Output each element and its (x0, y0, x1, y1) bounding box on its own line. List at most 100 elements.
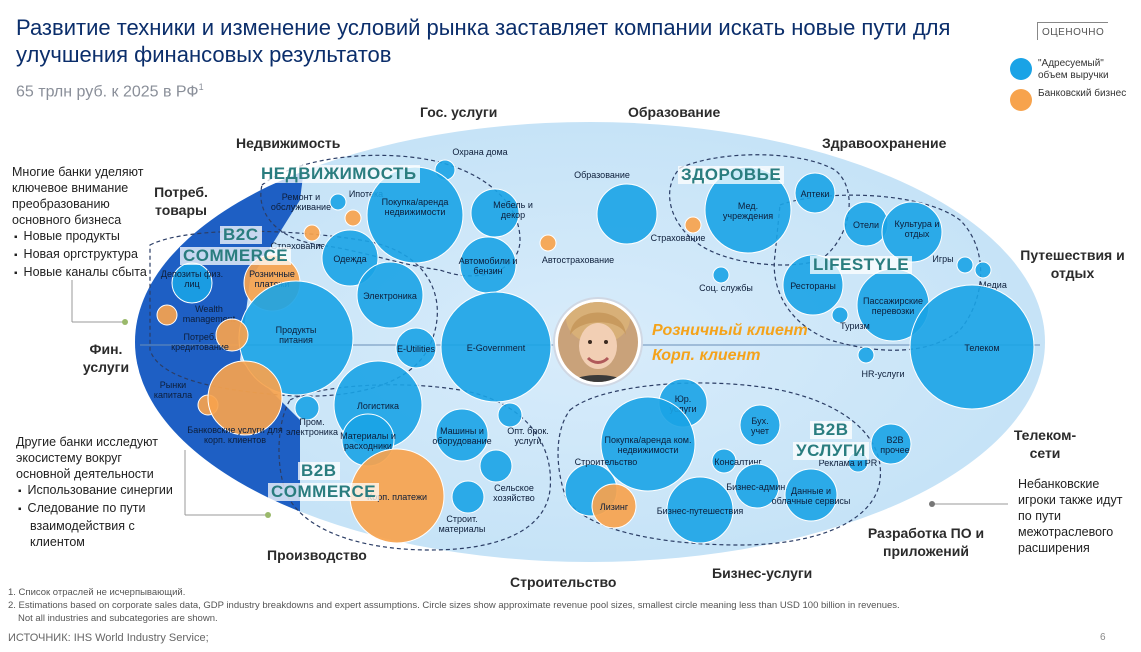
sector-gov: Гос. услуги (420, 104, 498, 120)
bubble-label: Юр. услуги (670, 394, 697, 414)
bubble-label: Автомобили и бензин (459, 256, 518, 276)
bubble-banking (303, 224, 321, 242)
bubble-banking (539, 234, 557, 252)
side-note-top-item: Новые продукты (24, 228, 162, 246)
bubble-addressable (470, 188, 520, 238)
bubble-label: Культура и отдых (895, 219, 940, 239)
sector-finance: Фин. услуги (82, 341, 130, 375)
side-note-top-intro: Многие банки уделяют ключевое внимание п… (12, 165, 144, 227)
bubble-banking (591, 483, 637, 529)
side-note-bottom-intro: Другие банки исследуют экосистему вокруг… (16, 435, 158, 481)
bubble-addressable (974, 261, 992, 279)
bubble-label: Мебель и декор (493, 200, 533, 220)
sector-health: Здравоохранение (822, 135, 947, 151)
cluster-outline-b2c (149, 230, 438, 397)
bubble-label: Электроника (363, 291, 417, 301)
bubble-label: Потреб. кредитование (171, 332, 229, 352)
bubble-label: HR-услуги (862, 369, 905, 379)
bubble-label: Соц. службы (699, 283, 753, 293)
footnote-1: 1. Список отраслей не исчерпывающий. (8, 587, 186, 598)
bubble-label: Сельское хозяйство (493, 483, 535, 503)
sector-software: Разработка ПО и приложений (867, 525, 985, 559)
connector-right-dot (929, 501, 935, 507)
bubble-label: Опт. брок. услуги (507, 426, 549, 446)
page-number: 6 (1100, 632, 1106, 643)
bubble-addressable (497, 402, 523, 428)
cluster-title-lifestyle: LIFESTYLE (810, 256, 913, 274)
bubble-label: Ремонт и обслуживание (271, 192, 331, 212)
bubble-addressable (329, 193, 347, 211)
side-note-top-item: Новые каналы сбыта (24, 264, 162, 282)
bubble-label: Данные и облачные сервисы (772, 486, 851, 506)
bubble-label: Депозиты физ. лиц (161, 269, 223, 289)
side-note-right: Небанковские игроки также идут по пути м… (1018, 477, 1123, 555)
source-line: ИСТОЧНИК: IHS World Industry Service; (8, 632, 209, 644)
bubble-label: Бух. учет (751, 416, 769, 436)
bubble-addressable (734, 463, 780, 509)
bubble-addressable (435, 408, 489, 462)
bubble-addressable (356, 261, 424, 329)
bubble-label: Туризм (840, 321, 870, 331)
bubble-label: Страхование (271, 241, 326, 251)
estimate-badge: ОЦЕНОЧНО (1037, 22, 1109, 40)
bubble-label: Рестораны (790, 281, 836, 291)
bubble-label: Wealth management (183, 304, 236, 324)
bubble-label: Мед. учреждения (723, 201, 773, 221)
bubble-label: Консалтинг (714, 457, 762, 467)
bubble-label: Пром. электроника (286, 417, 338, 437)
bubble-label: Телеком (964, 343, 999, 353)
cluster-outline-realty (260, 154, 521, 277)
cluster-outline-b2b-services (557, 382, 882, 546)
sector-telecom: Телеком-сети (1013, 427, 1077, 461)
bubble-addressable (956, 256, 974, 274)
side-note-top: Многие банки уделяют ключевое внимание п… (12, 164, 162, 282)
cluster-title-b2c-line2: COMMERCE (180, 247, 292, 265)
bubble-addressable (784, 468, 838, 522)
bubble-banking (215, 318, 249, 352)
side-note-bottom-item: Использование синергии (28, 482, 176, 500)
bubble-label: Игры (932, 254, 953, 264)
bubble-label: Бизнес-путешествия (657, 506, 744, 516)
legend-addressable-dot (1010, 58, 1032, 80)
legend-addressable-label: "Адресуемый" объем выручки (1038, 58, 1109, 81)
connector-top-dot (122, 319, 128, 325)
bubble-addressable (451, 480, 485, 514)
bubble-label: Покупка/аренда ком. недвижимости (604, 435, 691, 455)
side-note-top-list: Новые продукты Новая оргструктура Новые … (12, 228, 162, 282)
bubble-addressable (321, 229, 379, 287)
page-title: Развитие техники и изменение условий рын… (16, 15, 951, 67)
bubble-label: Охрана дома (452, 147, 507, 157)
bubble-label: Рынки капитала (154, 380, 192, 400)
cluster-title-b2b-commerce-line2: COMMERCE (268, 483, 380, 501)
bubble-label: Машины и оборудование (432, 426, 491, 446)
bubble-label: Розничные платежи (249, 269, 295, 289)
bubbles-layer: Охрана дома Ипотека Ремонт и обслуживание По… (154, 147, 1035, 544)
bubble-label: Медиа (979, 280, 1007, 290)
page-subtitle: 65 трлн руб. к 2025 в РФ1 (16, 82, 204, 101)
cluster-title-b2b-services-line2: УСЛУГИ (793, 442, 869, 460)
cluster-title-realty: НЕДВИЖИМОСТЬ (258, 165, 420, 183)
bubble-addressable (479, 449, 513, 483)
bubble-label: Ипотека (349, 189, 383, 199)
bubble-banking (344, 209, 362, 227)
bubble-addressable (294, 395, 320, 421)
bubble-label: Образование (574, 170, 630, 180)
sector-business: Бизнес-услуги (712, 565, 813, 581)
bubble-banking (156, 304, 178, 326)
bubble-label: Страхование (651, 233, 706, 243)
bubble-label: Аптеки (801, 189, 830, 199)
sector-manufacturing: Производство (267, 547, 367, 563)
bubble-label: Одежда (333, 254, 366, 264)
side-note-bottom-list: Использование синергии Следование по пут… (16, 482, 176, 550)
bubble-label: Банковские услуги для корп. клиентов (187, 425, 283, 445)
connector-bottom-dot (265, 512, 271, 518)
footnote-2: 2. Estimations based on corporate sales … (8, 600, 900, 611)
bubble-addressable (711, 448, 737, 474)
bubble-label: Строит. материалы (439, 514, 486, 534)
bubble-addressable (666, 476, 734, 544)
bubble-banking (684, 216, 702, 234)
bubble-addressable (794, 172, 836, 214)
cluster-title-b2c-line1: B2C (220, 226, 262, 244)
bubble-addressable (440, 291, 552, 403)
sector-construction: Строительство (510, 574, 617, 590)
